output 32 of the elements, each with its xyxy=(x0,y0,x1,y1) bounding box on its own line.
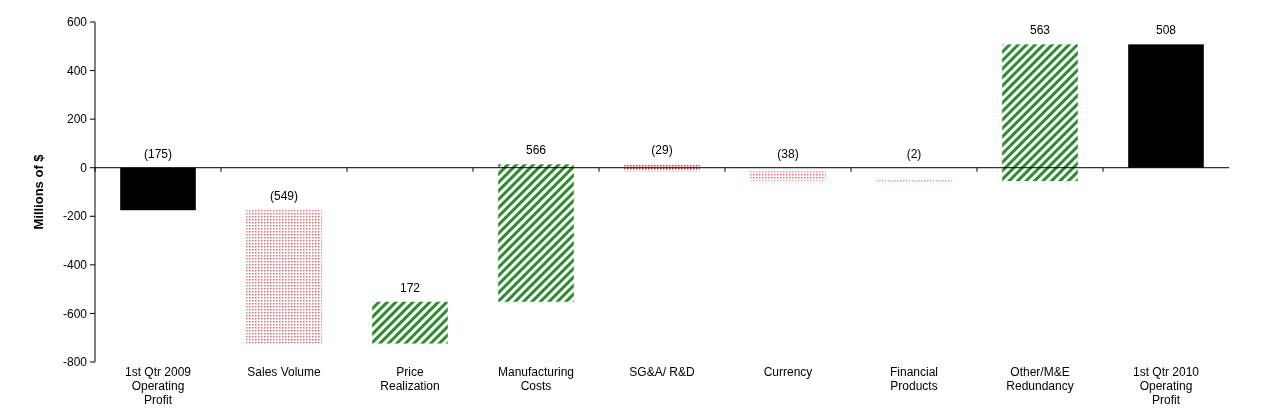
y-tick-label: -800 xyxy=(62,355,88,370)
y-tick-label: 600 xyxy=(66,15,88,30)
data-label: (2) xyxy=(906,146,922,161)
bar xyxy=(498,164,574,302)
x-tick-label: Sales Volume xyxy=(247,365,322,379)
y-tick-label: -400 xyxy=(62,258,88,273)
bar xyxy=(246,210,322,344)
y-tick-label: 400 xyxy=(66,63,88,78)
data-label: (38) xyxy=(777,146,799,161)
y-tick-label: 200 xyxy=(66,112,88,127)
y-tick-label: -200 xyxy=(62,209,88,224)
data-label: (175) xyxy=(143,146,173,161)
x-tick-label: SG&A/ R&D xyxy=(629,365,695,379)
data-label: 172 xyxy=(399,280,421,295)
data-label: 563 xyxy=(1029,23,1051,38)
y-tick-label: -600 xyxy=(62,306,88,321)
data-label: (549) xyxy=(269,189,299,204)
data-label: 566 xyxy=(525,143,547,158)
x-tick-label: Price Realization xyxy=(380,365,440,393)
y-tick-label: 0 xyxy=(80,160,88,175)
data-label: (29) xyxy=(651,143,673,158)
y-axis-title: Millions of $ xyxy=(31,153,46,230)
x-tick-label: Currency xyxy=(763,365,813,379)
x-tick-label: 1st Qtr 2010 Operating Profit xyxy=(1132,365,1200,407)
x-tick-label: Financial Products xyxy=(889,365,939,393)
data-label: 508 xyxy=(1155,23,1177,38)
x-tick-label: 1st Qtr 2009 Operating Profit xyxy=(124,365,192,407)
x-tick-label: Manufacturing Costs xyxy=(497,365,575,393)
bar xyxy=(1002,44,1078,182)
bar xyxy=(750,171,826,181)
x-tick-label: Other/M&E Redundancy xyxy=(1006,365,1074,393)
bar xyxy=(372,301,448,344)
